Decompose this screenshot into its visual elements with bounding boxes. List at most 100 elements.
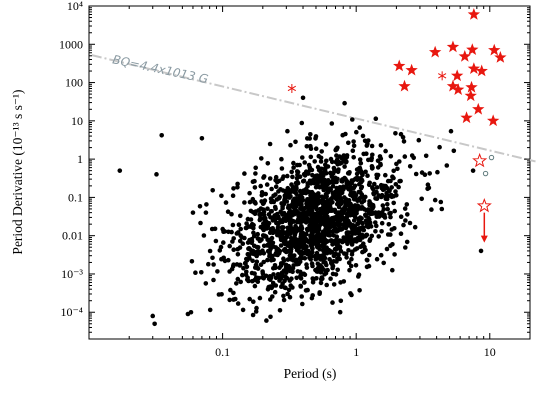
magnetar-star [446,40,460,53]
magnetar-star [398,79,411,92]
pulsar-point [278,261,284,266]
y-tick-label: 1000 [59,37,83,51]
pulsar-point [384,246,390,252]
pulsar-point [346,140,351,146]
pulsar-point [259,237,264,242]
pulsar-point [393,131,398,136]
pulsar-point [429,207,434,212]
pulsar-point [285,291,290,297]
pulsar-point [284,249,289,255]
pulsar-point [336,187,341,192]
pulsar-point [398,214,404,219]
pulsar-point [313,146,319,151]
plot-area [88,5,531,340]
pulsar-point [279,225,285,230]
pulsar-point [384,185,389,191]
pulsar-point [218,244,224,250]
pulsar-point [352,183,358,189]
pulsar-point [333,147,339,153]
pulsar-point [248,224,254,229]
pulsar-point [231,247,236,252]
pulsar-point [316,153,322,159]
pulsar-point [299,255,305,261]
pulsar-point [358,160,364,166]
pulsar-point [351,238,357,244]
pulsar-point [423,153,429,159]
pulsar-point [228,287,233,293]
pulsar-point [283,285,288,291]
magnetar-star [494,51,507,63]
pulsar-point [368,201,374,206]
pulsar-point [250,312,256,318]
pulsar-point [199,270,204,275]
pulsar-point [412,224,418,230]
pulsar-point [317,185,322,190]
pulsar-point [383,148,388,154]
pulsar-point [293,184,299,189]
magnetar-star [488,43,501,56]
pulsar-point [336,194,342,200]
pulsar-point [387,211,392,216]
pulsar-point [289,182,294,187]
upper-limit-arrowhead [480,235,488,243]
pulsar-point [404,202,410,207]
pulsar-point [300,95,306,101]
pulsar-point [268,314,273,320]
pulsar-point [320,216,326,221]
pulsar-point [313,134,319,139]
pulsar-point [352,214,358,220]
pulsar-point [301,234,307,239]
pulsar-point [308,243,314,248]
pulsar-point [339,209,344,214]
pulsar-point [281,297,287,303]
pulsar-point [366,157,371,163]
pulsar-point [315,195,321,200]
pulsar-point [257,295,263,301]
pulsar-point [315,238,321,244]
pulsar-point [358,179,364,185]
pulsar-point [357,196,362,201]
pulsar-point [286,287,292,293]
magnetar-star [458,49,471,62]
pulsar-point [355,221,360,227]
pulsar-point [376,193,381,198]
pulsar-point [303,217,308,222]
pulsar-point [287,294,293,300]
pulsar-point [261,200,267,205]
axis-ticks: 0.1 1 10 10⁻⁴ 10⁻³ 0.01 0.1 1 10 100 1000 10⁴ [59,0,531,359]
pulsar-point [278,218,284,224]
pulsar-point [261,243,267,249]
pulsar-point [324,170,329,176]
pulsar-point [316,191,321,196]
pulsar-point [235,230,241,235]
pulsar-point [437,144,442,150]
pulsar-point [319,149,325,154]
pulsar-point [279,156,284,162]
pulsar-point [388,178,393,184]
pulsar-point [318,220,324,225]
pulsar-point [323,260,328,265]
pulsar-point [337,256,343,262]
pulsar-point [350,210,356,215]
pulsar-point [210,255,215,261]
pulsar-point [190,210,196,215]
pulsar-point [392,252,397,257]
pulsar-point [270,226,276,232]
pulsar-point [302,160,308,165]
magnetar-points [287,7,507,243]
pulsar-point [303,169,309,174]
pulsar-point [369,208,374,214]
pulsar-point [271,214,277,220]
pulsar-point [259,190,265,195]
pulsar-point [389,227,395,232]
pulsar-point [272,289,278,295]
pulsar-point [411,155,417,161]
pulsar-point [324,282,330,288]
pulsar-point [261,175,266,180]
pulsar-point [295,226,301,232]
pulsar-point [317,264,322,270]
pulsar-point [379,210,385,215]
pulsar-point [298,276,304,281]
pulsar-point [322,181,328,187]
pulsar-point [260,250,265,255]
